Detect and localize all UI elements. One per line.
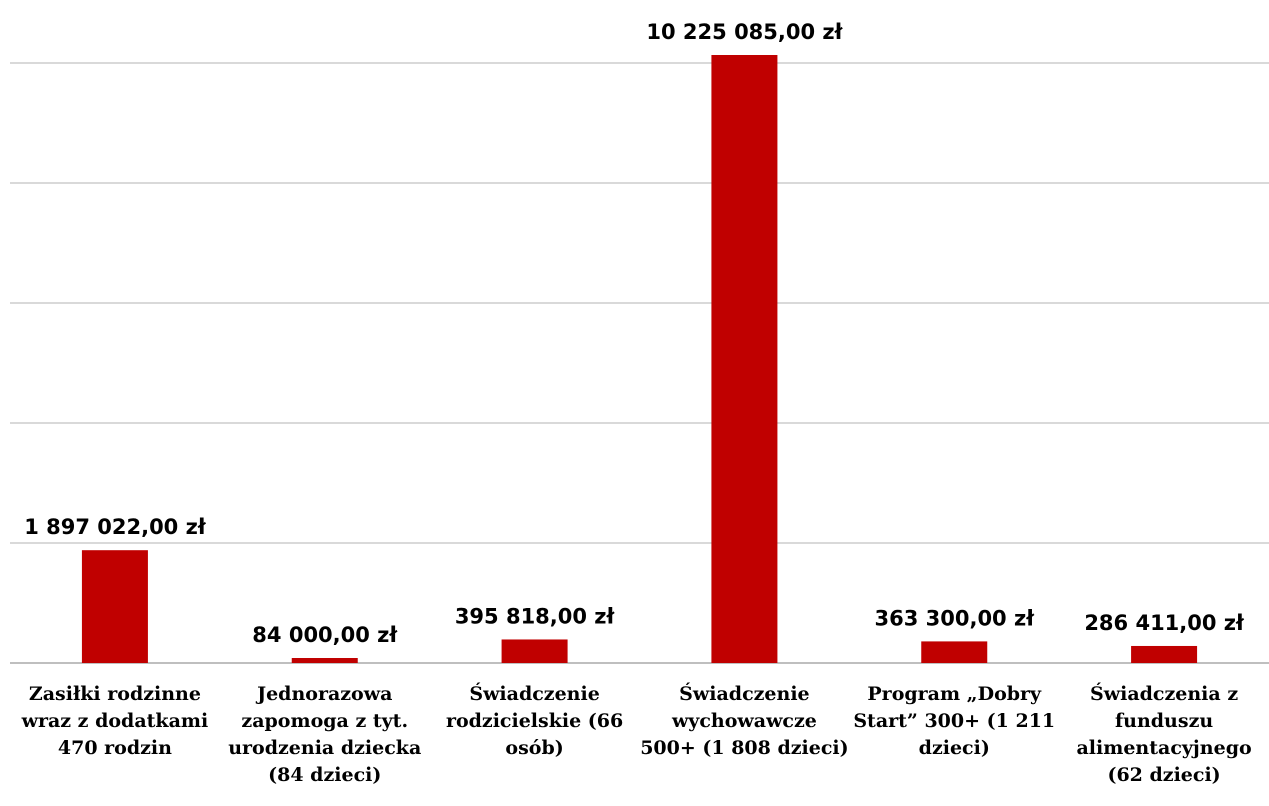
category-labels: Zasiłki rodzinne wraz z dodatkami 470 rodz…: [21, 682, 1252, 786]
bar: [921, 641, 988, 663]
bar: [81, 550, 148, 663]
data-label: 395 818,00 zł: [455, 604, 616, 628]
category-label: Świadczenia z funduszu alimentacyjnego (62 …: [1076, 682, 1251, 786]
data-label: 363 300,00 zł: [874, 606, 1035, 630]
category-label: Zasiłki rodzinne wraz z dodatkami 470 rodz…: [21, 683, 209, 759]
value-labels: 1 897 022,00 zł 84 000,00 zł 395 818,00 zł…: [24, 20, 1245, 647]
gridlines: [10, 62, 1269, 664]
data-label: 84 000,00 zł: [252, 623, 398, 647]
data-label: 1 897 022,00 zł: [24, 515, 207, 539]
bar: [291, 658, 358, 663]
data-label: 286 411,00 zł: [1084, 611, 1245, 635]
category-label: Świadczenie rodzicielskie (66 osób): [446, 682, 623, 759]
bars: [81, 55, 1198, 663]
category-label: Świadczenie wychowawcze 500+ (1 808 dzieci…: [640, 682, 848, 759]
data-label: 10 225 085,00 zł: [646, 20, 843, 44]
bar: [501, 639, 568, 663]
bar: [1131, 645, 1198, 663]
category-label: Jednorazowa zapomoga z tyt. urodzenia dzie…: [228, 683, 421, 786]
category-label: Program „Dobry Start” 300+ (1 211 dzieci): [853, 683, 1055, 759]
bar: [711, 55, 778, 663]
